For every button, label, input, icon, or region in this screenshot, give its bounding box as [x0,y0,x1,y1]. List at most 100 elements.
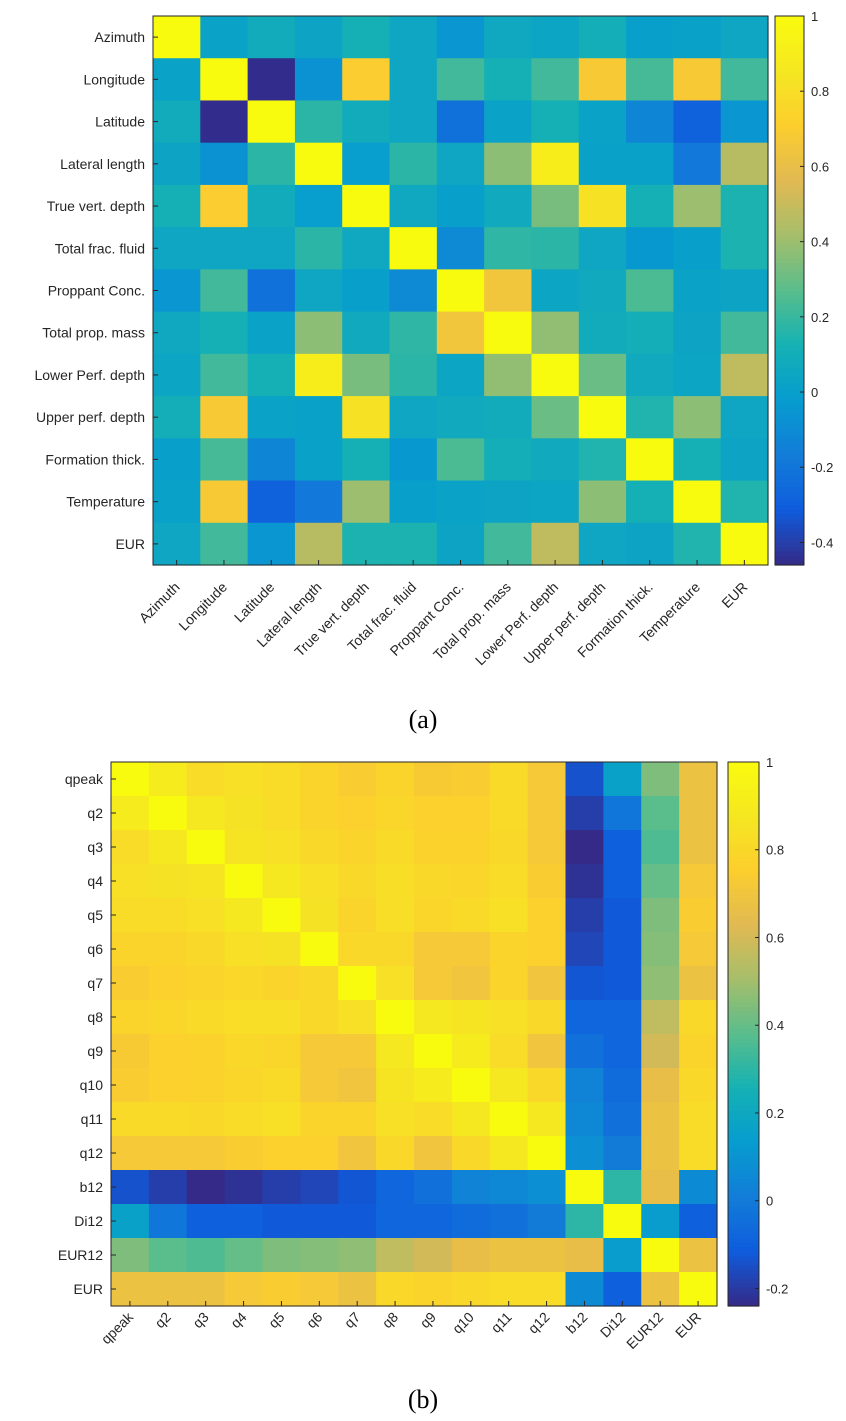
y-tick-label: Temperature [66,494,145,510]
heatmap-cell-r0-c14 [641,762,680,797]
heatmap-cell-r15-c6 [338,1272,377,1307]
colorbar-tick-label: 1 [766,755,773,770]
heatmap-cell-r3-c15 [679,864,718,899]
colorbar-segment [728,952,759,958]
colorbar-tick-label: 0 [766,1194,773,1209]
heatmap-cell-r3-c4 [342,142,391,186]
heatmap-cell-r6-c12 [565,966,604,1001]
colorbar-segment [728,979,759,985]
heatmap-cell-r6-c6 [338,966,377,1001]
colorbar-segment [728,843,759,849]
heatmap-cell-r11-c4 [342,480,391,524]
heatmap-cell-r12-c14 [641,1170,680,1205]
heatmap-cell-r6-c11 [673,269,722,313]
colorbar-segment [728,807,759,813]
heatmap-cell-r2-c0 [111,830,150,865]
colorbar-segment [775,363,804,369]
heatmap-cell-r4-c0 [153,184,201,228]
colorbar-segment [728,1092,759,1099]
colorbar-segment [728,1283,759,1289]
colorbar-segment [728,1296,759,1303]
heatmap-cell-r10-c10 [626,438,674,482]
heatmap-cell-r10-c11 [673,438,722,482]
colorbar-segment [728,762,759,768]
colorbar-segment [728,956,759,963]
heatmap-cell-r6-c3 [294,269,343,313]
colorbar-segment [728,1120,759,1126]
colorbar-segment [775,272,804,278]
colorbar-segment [775,409,804,415]
heatmap-cell-r7-c1 [148,1000,188,1035]
heatmap-cell-r13-c13 [603,1204,642,1239]
colorbar-tick-label: -0.2 [811,460,833,475]
heatmap-cell-r11-c6 [338,1136,377,1171]
x-tick-label: b12 [563,1309,591,1337]
colorbar-segment [775,482,804,488]
colorbar-segment [728,1061,759,1067]
heatmap-cell-r4-c2 [186,898,226,933]
heatmap-cell-r5-c0 [111,932,150,967]
colorbar-segment [775,185,804,191]
colorbar-segment [728,798,759,804]
heatmap-cell-r2-c2 [247,100,296,144]
heatmap-cell-r6-c7 [376,966,415,1001]
colorbar-segment [775,98,804,104]
colorbar-segment [728,934,759,940]
heatmap-cell-r6-c5 [300,966,339,1001]
heatmap-cell-r6-c4 [262,966,301,1001]
heatmap-cell-r2-c10 [626,100,674,144]
colorbar-segment [775,523,804,529]
heatmap-cell-r8-c1 [148,1034,188,1069]
colorbar-segment [775,404,804,411]
heatmap-cell-r12-c3 [224,1170,264,1205]
x-tick-label: q2 [152,1309,174,1331]
heatmap-cell-r9-c10 [626,396,674,439]
colorbar-segment [775,446,804,452]
heatmap-cell-r12-c10 [489,1170,529,1205]
heatmap-cell-r14-c11 [527,1238,567,1273]
heatmap-cell-r3-c5 [300,864,339,899]
heatmap-cell-r12-c5 [300,1170,339,1205]
heatmap-cell-r3-c2 [247,142,296,186]
heatmap-cell-r0-c4 [342,16,391,59]
colorbar-segment [775,349,804,356]
heatmap-cell-r12-c3 [294,522,343,566]
heatmap-cell-r4-c6 [338,898,377,933]
heatmap-cell-r1-c2 [186,796,226,831]
y-tick-label: q12 [80,1145,104,1161]
heatmap-cell-r5-c12 [565,932,604,967]
colorbar-segment [728,1165,759,1171]
x-tick-label: EUR [672,1309,704,1341]
colorbar-segment [775,80,804,86]
heatmap-cell-r10-c0 [111,1102,150,1137]
heatmap-cell-r5-c6 [338,932,377,967]
colorbar-segment [775,194,804,200]
heatmap-cell-r12-c8 [531,522,580,566]
colorbar-segment [775,226,804,232]
heatmap-cell-r10-c1 [148,1102,188,1137]
colorbar-segment [775,500,804,507]
heatmap-cell-r1-c7 [484,58,533,102]
heatmap-cell-r8-c1 [200,353,249,397]
heatmap-cell-r11-c4 [262,1136,301,1171]
heatmap-cell-r7-c11 [673,311,722,355]
heatmap-cell-r5-c12 [720,227,769,270]
heatmap-cell-r5-c8 [531,227,580,270]
heatmap-cell-r12-c0 [153,522,201,566]
y-tick-label: q2 [87,805,103,821]
colorbar-segment [728,961,759,967]
x-tick-label: Upper perf. depth [520,579,608,667]
heatmap-cell-r11-c6 [436,480,485,524]
colorbar-segment [775,478,804,484]
heatmap-cell-r13-c5 [300,1204,339,1239]
heatmap-cell-r0-c12 [720,16,769,59]
colorbar-segment [728,1206,759,1212]
heatmap-cell-r10-c8 [414,1102,453,1137]
heatmap-cell-r5-c11 [527,932,567,967]
colorbar-segment [775,84,804,90]
x-tick-label: EUR [718,579,750,611]
heatmap-cell-r9-c10 [489,1068,529,1103]
y-tick-label: Total frac. fluid [55,240,145,256]
heatmap-cell-r11-c7 [484,480,533,524]
heatmap-cell-r9-c12 [565,1068,604,1103]
